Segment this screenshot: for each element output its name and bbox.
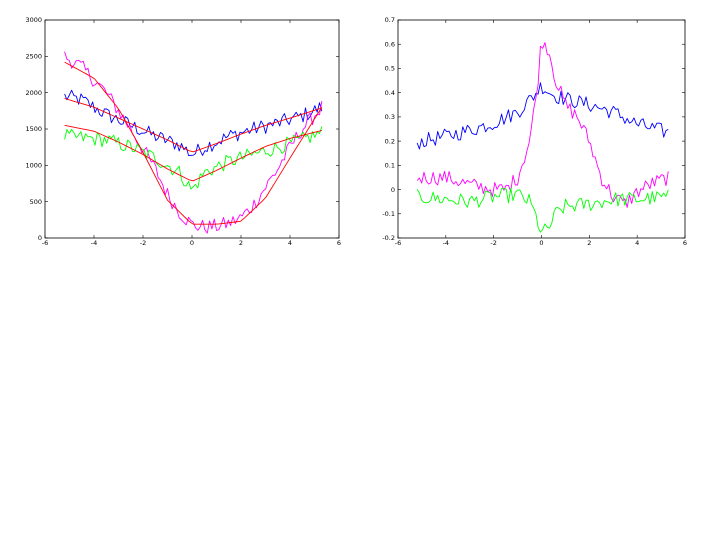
x-tick-label: 2 (587, 239, 591, 247)
y-tick-label: 0.1 (385, 162, 395, 170)
x-tick-label: -6 (395, 239, 401, 247)
y-tick-label: -0.1 (382, 210, 395, 218)
x-tick-label: 6 (337, 239, 341, 247)
y-tick-label: 1000 (25, 162, 42, 170)
y-tick-label: 2000 (25, 89, 42, 97)
x-tick-label: 0 (190, 239, 194, 247)
x-tick-label: -2 (140, 239, 146, 247)
series-line-2 (64, 126, 323, 190)
y-tick-label: 2500 (25, 53, 42, 61)
series-line-1 (64, 51, 323, 234)
x-tick-label: 4 (288, 239, 292, 247)
y-tick-label: 0.7 (385, 16, 395, 24)
x-tick-label: 0 (539, 239, 543, 247)
axes-frame (44, 19, 340, 239)
y-tick-label: 0.3 (385, 113, 395, 121)
x-tick-label: 2 (239, 239, 243, 247)
series-line-3 (64, 98, 322, 153)
x-tick-label: -4 (443, 239, 449, 247)
x-tick-label: 4 (635, 239, 639, 247)
series-line-5 (64, 61, 323, 225)
y-tick-label: 0.6 (385, 40, 395, 48)
axes-frame (397, 19, 686, 239)
x-tick-label: -4 (91, 239, 97, 247)
y-tick-label: 0.2 (385, 137, 395, 145)
y-tick-label: 1500 (25, 125, 42, 133)
series-line-1 (416, 42, 669, 208)
x-tick-label: -2 (490, 239, 496, 247)
y-tick-label: 0.5 (385, 65, 395, 73)
y-tick-label: -0.2 (382, 234, 395, 242)
series-line-0 (64, 89, 323, 156)
y-tick-label: 0 (391, 186, 395, 194)
series-line-0 (416, 82, 669, 150)
y-tick-label: 0 (38, 234, 42, 242)
right-chart: -6 -4 -2 0 2 4 6 -0.2 -0.1 0 0.1 0.2 0.3 0.4 0.5 0.6 0.7 (382, 16, 687, 247)
y-tick-label: 500 (30, 198, 42, 206)
y-tick-label: 0.4 (385, 89, 395, 97)
y-tick-label: 3000 (25, 16, 42, 24)
series-line-4 (64, 124, 322, 182)
x-tick-label: -6 (42, 239, 48, 247)
left-chart: -6 -4 -2 0 2 4 6 0 500 1000 1500 2000 2500 3000 (25, 16, 341, 247)
series-line-2 (416, 187, 669, 233)
x-tick-label: 6 (683, 239, 687, 247)
